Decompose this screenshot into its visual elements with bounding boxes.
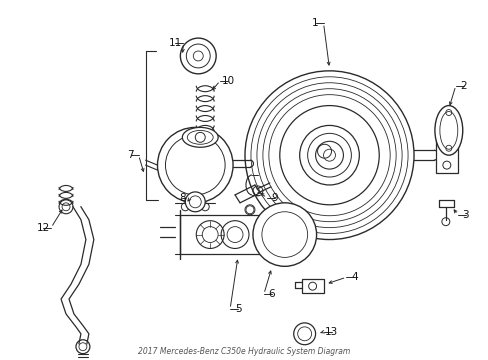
Text: 4: 4 — [350, 272, 357, 282]
Text: 7: 7 — [127, 150, 134, 160]
Text: 1: 1 — [312, 18, 318, 28]
Text: 13: 13 — [324, 327, 337, 337]
Circle shape — [185, 192, 205, 212]
Text: 2: 2 — [460, 81, 466, 91]
Text: 5: 5 — [234, 304, 241, 314]
Circle shape — [157, 127, 233, 203]
Text: 11: 11 — [168, 38, 182, 48]
Text: 9: 9 — [271, 193, 278, 203]
Ellipse shape — [182, 127, 218, 147]
Circle shape — [293, 323, 315, 345]
Text: 6: 6 — [268, 289, 275, 299]
Ellipse shape — [434, 105, 462, 155]
Text: 8: 8 — [179, 193, 185, 203]
Bar — [301, 279, 323, 293]
Circle shape — [252, 203, 316, 266]
Text: 12: 12 — [37, 222, 50, 233]
Text: 2017 Mercedes-Benz C350e Hydraulic System Diagram: 2017 Mercedes-Benz C350e Hydraulic Syste… — [138, 347, 349, 356]
Text: 10: 10 — [221, 76, 234, 86]
Bar — [435, 137, 457, 173]
Text: 3: 3 — [462, 210, 468, 220]
Circle shape — [180, 38, 216, 74]
